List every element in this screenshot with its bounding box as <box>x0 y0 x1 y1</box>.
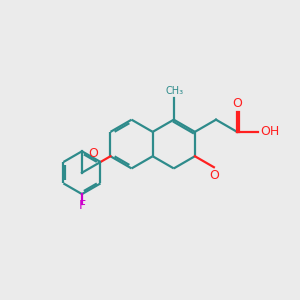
Text: F: F <box>78 200 85 212</box>
Text: O: O <box>88 147 98 160</box>
Text: CH₃: CH₃ <box>165 86 183 96</box>
Text: OH: OH <box>260 125 279 138</box>
Text: O: O <box>232 97 242 110</box>
Text: O: O <box>209 169 219 182</box>
